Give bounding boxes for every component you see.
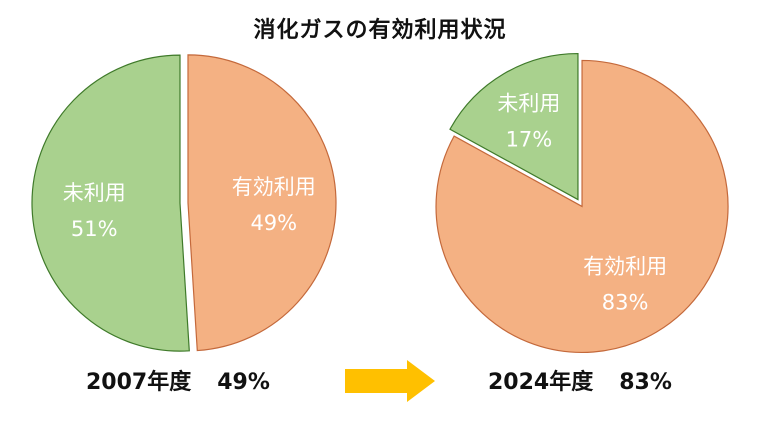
- caption-2024: 2024年度 83%: [488, 364, 672, 396]
- caption-rate: 83%: [619, 370, 672, 395]
- pie-slice-used: [435, 59, 729, 354]
- pie-slice-used: [187, 54, 337, 352]
- pie-charts: 有効利用 49% 未利用 51% 有効利用 83% 未利用 17%: [31, 52, 729, 354]
- slice-percent-label: 83%: [602, 290, 649, 314]
- caption-rate: 49%: [217, 370, 270, 395]
- caption-year: 2007年度: [86, 370, 192, 395]
- pie-slice-unused: [449, 52, 579, 201]
- slice-label: 未利用: [497, 92, 560, 116]
- slice-percent-label: 17%: [506, 128, 553, 152]
- slice-percent-label: 51%: [71, 217, 118, 241]
- slice-label: 有効利用: [232, 175, 316, 199]
- slice-label: 未利用: [63, 181, 126, 205]
- slice-percent-label: 49%: [250, 211, 297, 235]
- pie-slice-unused: [31, 54, 190, 352]
- slice-label: 有効利用: [583, 254, 667, 278]
- caption-2007: 2007年度 49%: [86, 364, 270, 396]
- chart-title: 消化ガスの有効利用状況: [253, 18, 507, 43]
- right-arrow-icon: [345, 360, 435, 402]
- caption-year: 2024年度: [488, 370, 594, 395]
